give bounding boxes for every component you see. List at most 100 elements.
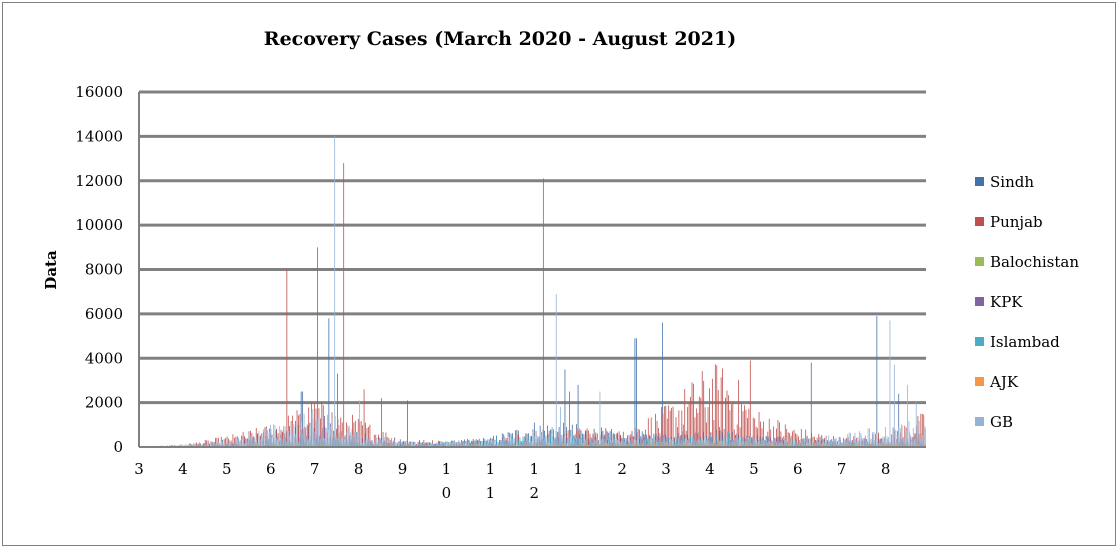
bar bbox=[672, 441, 674, 447]
bar bbox=[616, 444, 617, 447]
x-tick-label: 5 bbox=[222, 460, 232, 478]
bar bbox=[675, 437, 677, 447]
bar bbox=[322, 438, 324, 447]
bar bbox=[350, 432, 352, 447]
bar bbox=[332, 439, 334, 447]
bar bbox=[918, 420, 920, 447]
bar bbox=[233, 437, 235, 447]
bar bbox=[429, 442, 431, 447]
bar bbox=[337, 419, 339, 447]
bar bbox=[267, 430, 269, 447]
bar bbox=[851, 440, 853, 447]
bar bbox=[889, 320, 891, 447]
bar bbox=[447, 442, 449, 447]
bar bbox=[185, 444, 187, 447]
bar bbox=[716, 443, 718, 447]
bar bbox=[708, 439, 710, 447]
bar bbox=[354, 432, 356, 447]
bar bbox=[347, 424, 349, 447]
bar bbox=[650, 439, 652, 447]
bar bbox=[840, 437, 841, 447]
bar bbox=[601, 439, 602, 447]
bar bbox=[464, 443, 465, 447]
bar bbox=[736, 433, 738, 447]
bar bbox=[255, 439, 257, 447]
bar bbox=[795, 433, 796, 447]
bar bbox=[761, 440, 763, 447]
bar bbox=[697, 439, 698, 447]
bar bbox=[516, 443, 518, 447]
bar bbox=[308, 439, 309, 447]
bar bbox=[554, 437, 556, 447]
bar bbox=[563, 437, 565, 447]
bar bbox=[752, 436, 754, 447]
bar bbox=[585, 444, 587, 447]
bar bbox=[488, 443, 490, 447]
bar bbox=[642, 442, 644, 447]
bar bbox=[734, 443, 735, 447]
bar bbox=[582, 443, 584, 447]
bar bbox=[257, 443, 258, 447]
bar bbox=[532, 431, 534, 447]
bar bbox=[595, 443, 597, 447]
bar bbox=[604, 443, 606, 447]
bar bbox=[825, 437, 827, 447]
bar bbox=[568, 436, 570, 447]
bar bbox=[924, 426, 926, 447]
bar bbox=[493, 440, 494, 447]
bar bbox=[713, 440, 715, 447]
bar bbox=[192, 443, 194, 447]
bar bbox=[911, 441, 913, 447]
bar bbox=[905, 429, 907, 447]
bar bbox=[866, 442, 868, 447]
bar bbox=[238, 438, 239, 447]
bar bbox=[491, 440, 493, 447]
bar bbox=[480, 444, 481, 447]
bar bbox=[639, 429, 640, 447]
legend: Sindh Punjab Balochistan KPK Islambad AJK GB bbox=[975, 173, 1079, 431]
x-tick-label: 4 bbox=[178, 460, 188, 478]
bar bbox=[923, 433, 924, 447]
bar bbox=[580, 439, 582, 447]
bar bbox=[224, 444, 226, 447]
bar bbox=[701, 371, 703, 447]
bar bbox=[551, 444, 553, 447]
bar bbox=[760, 440, 761, 447]
bar bbox=[402, 444, 404, 447]
bar bbox=[525, 444, 527, 447]
bar bbox=[206, 440, 208, 447]
bar bbox=[381, 398, 382, 447]
bar bbox=[663, 438, 665, 447]
bar bbox=[622, 431, 624, 447]
bar bbox=[478, 444, 480, 447]
bar bbox=[306, 440, 308, 447]
bar bbox=[249, 436, 251, 447]
bar bbox=[892, 443, 894, 447]
bar bbox=[754, 418, 756, 447]
bar bbox=[904, 444, 906, 447]
bar bbox=[232, 434, 234, 447]
bar bbox=[864, 435, 866, 447]
bar bbox=[834, 443, 836, 447]
bar bbox=[566, 437, 567, 447]
bar bbox=[490, 440, 492, 447]
bar bbox=[876, 433, 878, 447]
bar bbox=[904, 440, 905, 447]
bar bbox=[835, 437, 837, 447]
bar bbox=[477, 444, 478, 447]
bar bbox=[787, 432, 789, 447]
bar bbox=[547, 444, 549, 447]
bar bbox=[216, 441, 218, 447]
bar bbox=[252, 436, 254, 447]
bar bbox=[280, 437, 282, 447]
bar bbox=[856, 443, 858, 447]
bar bbox=[299, 418, 301, 447]
bar bbox=[710, 444, 712, 447]
bar bbox=[640, 440, 642, 447]
bar bbox=[678, 442, 680, 447]
bar bbox=[600, 443, 601, 447]
bar bbox=[796, 434, 798, 447]
bar bbox=[446, 443, 448, 447]
bar bbox=[821, 444, 823, 447]
bar bbox=[584, 439, 586, 447]
